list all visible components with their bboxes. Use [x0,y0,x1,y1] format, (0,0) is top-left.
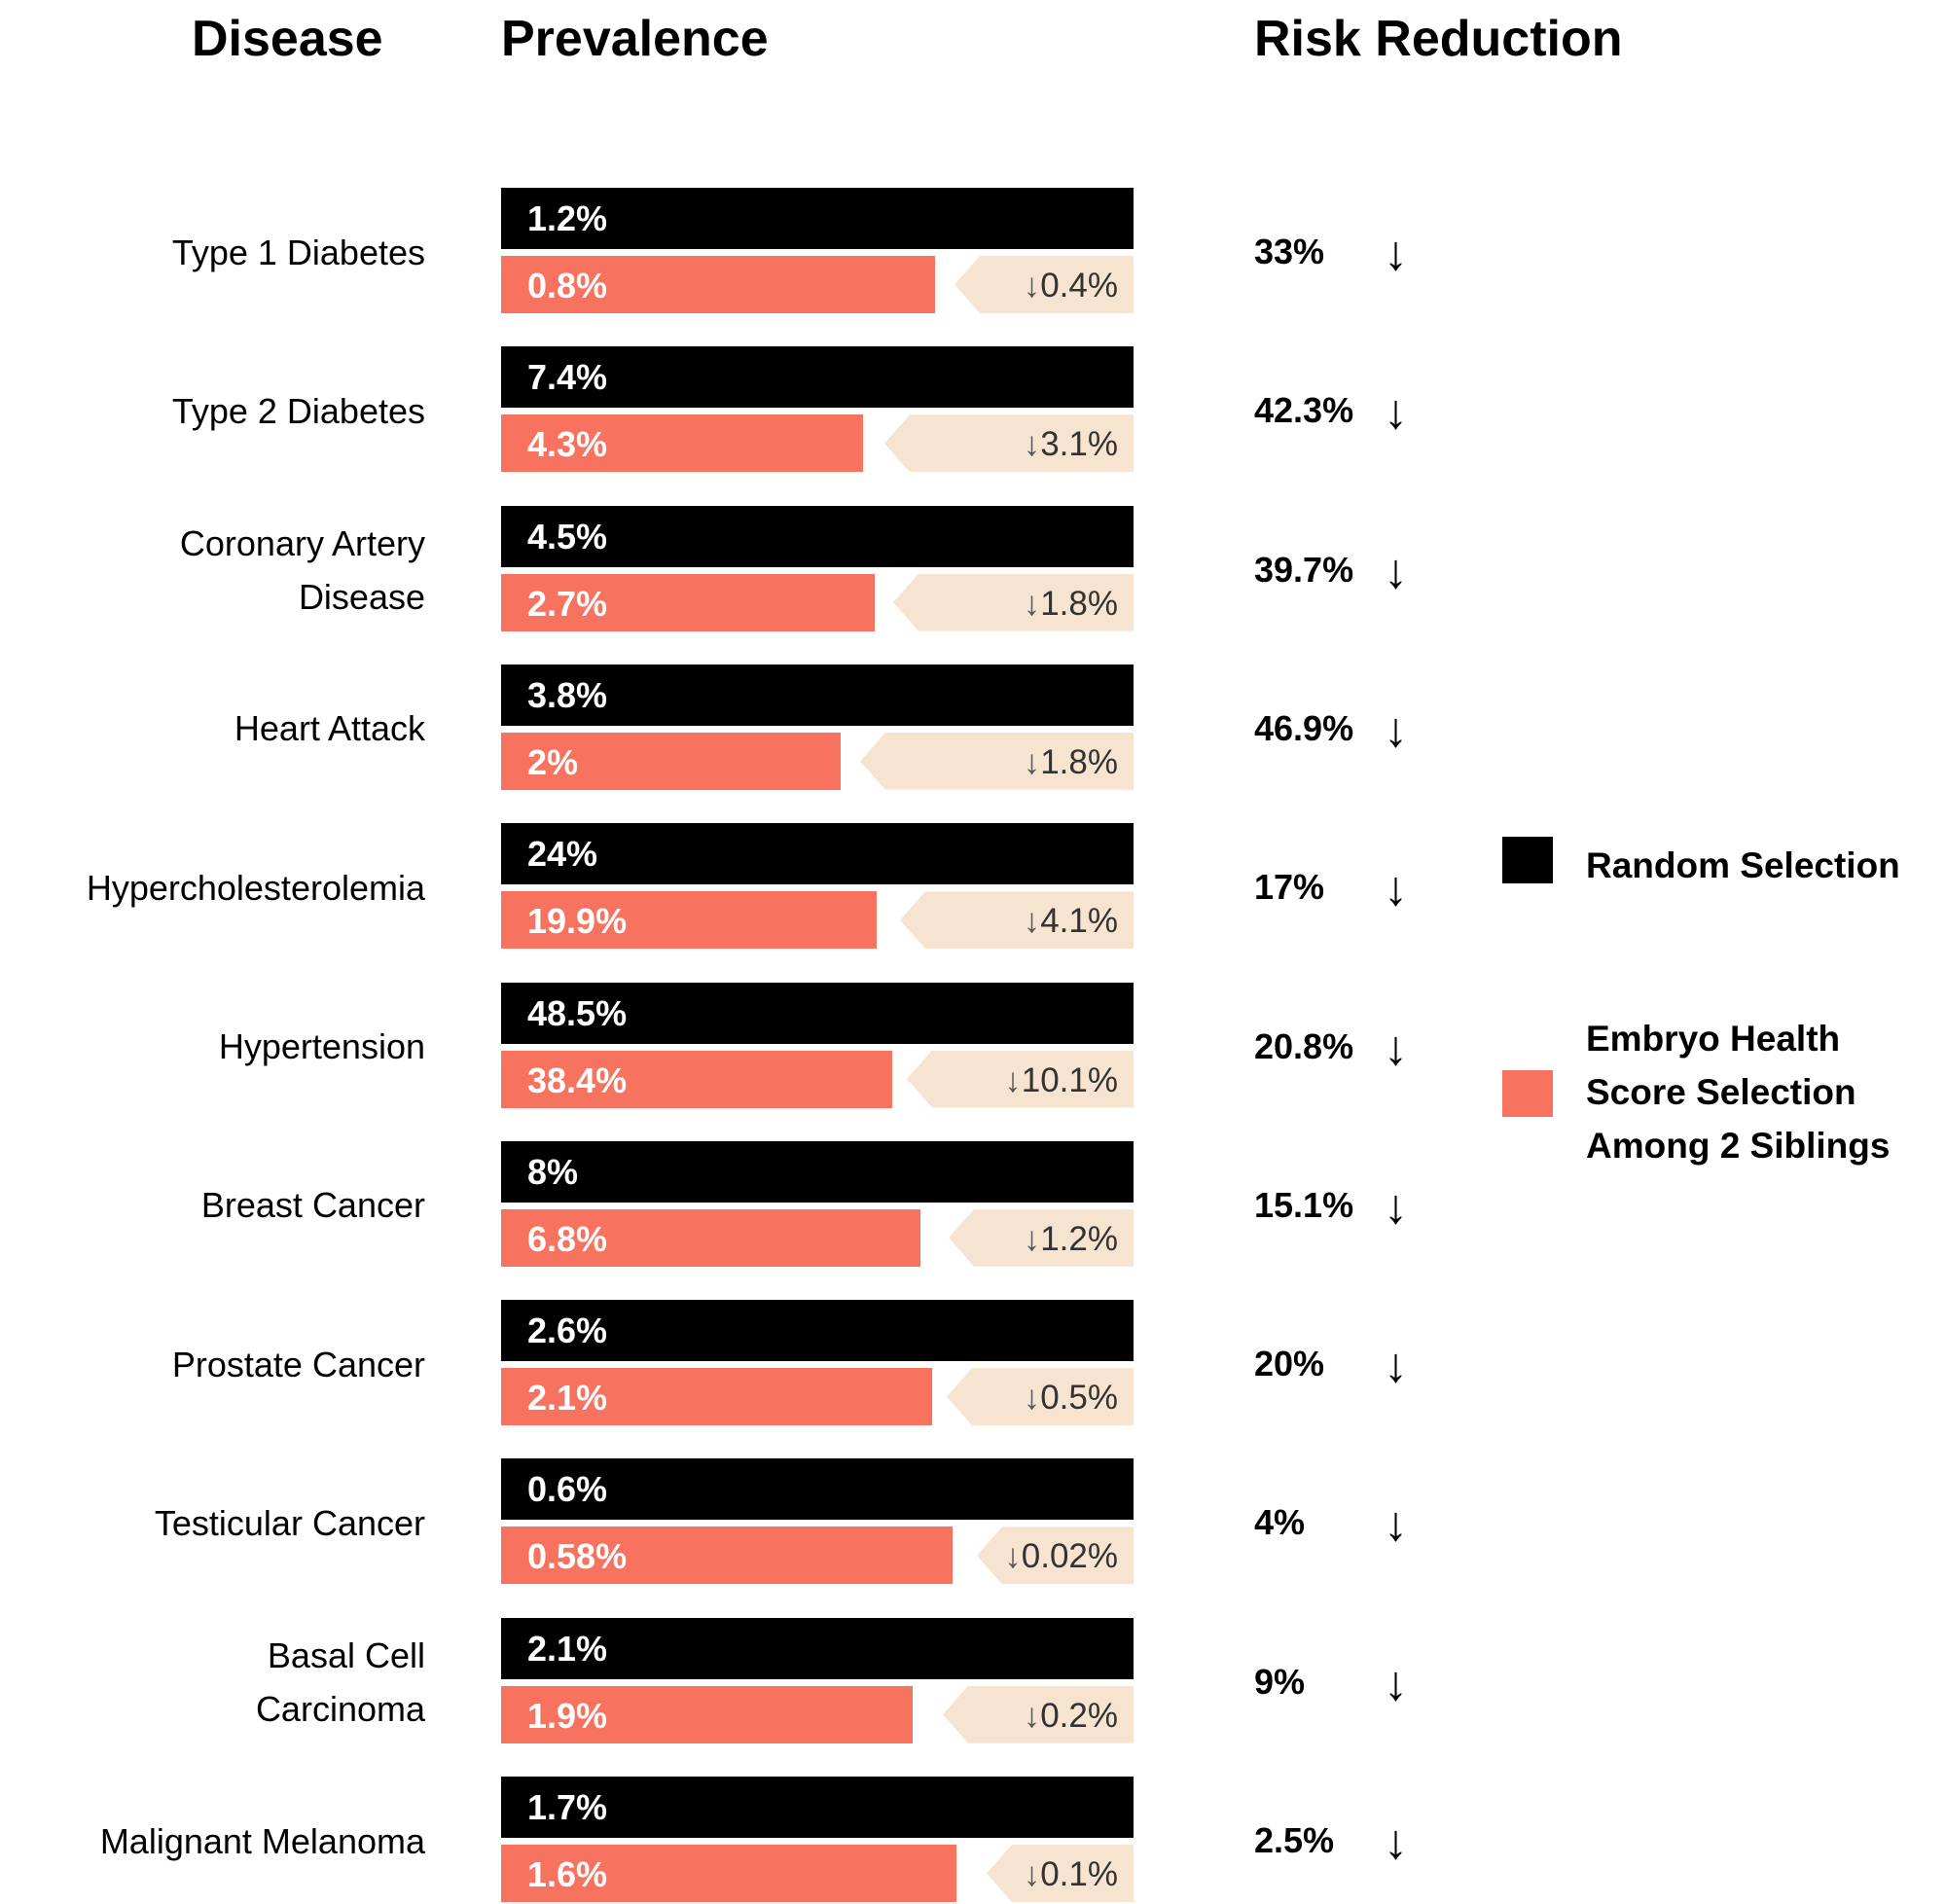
down-arrow-icon: ↓ [1023,1219,1041,1258]
difference-value: 0.2% [1040,1696,1118,1735]
difference-tab: ↓3.1% [884,414,1134,473]
bar-random: 2.6% [501,1300,1134,1362]
difference-value: 1.8% [1040,584,1118,623]
legend-label-random: Random Selection [1586,845,1900,885]
disease-label: Disease [298,576,425,617]
down-arrow-icon: ↓ [1023,425,1041,464]
down-arrow-icon: ↓ [1384,701,1408,757]
header-disease: Disease [192,11,383,67]
legend-swatch-random [1502,837,1553,883]
disease-label: Basal Cell [267,1635,425,1675]
down-arrow-icon: ↓ [1384,1178,1408,1234]
risk-reduction-value: 4% [1254,1502,1306,1543]
down-arrow-icon: ↓ [1384,1020,1408,1075]
disease-label: Breast Cancer [200,1185,425,1226]
disease-label: Carcinoma [255,1688,425,1729]
risk-reduction-value: 17% [1254,867,1325,908]
down-arrow-icon: ↓ [1384,1338,1408,1393]
down-arrow-icon: ↓ [1384,1814,1408,1869]
bar-random: 24% [501,823,1134,885]
legend-label-embryo-1: Embryo Health [1586,1019,1841,1059]
difference-value: 4.1% [1040,902,1118,941]
difference-value: 0.1% [1040,1855,1118,1893]
bar-random: 7.4% [501,346,1134,409]
bar-embryo: 0.58% [501,1527,953,1585]
bar-random: 4.5% [501,505,1134,567]
difference-tab: ↓10.1% [907,1050,1134,1108]
bar-random: 8% [501,1140,1134,1203]
down-arrow-icon: ↓ [1004,1060,1022,1099]
bar-random: 2.1% [501,1617,1134,1679]
risk-reduction-value: 42.3% [1254,390,1354,431]
legend-label-embryo-3: Among 2 Siblings [1586,1126,1891,1166]
bar-embryo: 4.3% [501,414,863,473]
bar-embryo: 0.8% [501,256,935,313]
down-arrow-icon: ↓ [1023,584,1041,623]
bar-embryo: 38.4% [501,1050,892,1108]
bar-embryo: 2.7% [501,573,875,631]
header-prevalence: Prevalence [501,11,769,67]
down-arrow-icon: ↓ [1023,267,1041,305]
bar-random: 0.6% [501,1458,1134,1521]
difference-tab: ↓0.02% [977,1527,1134,1585]
down-arrow-icon: ↓ [1023,1855,1041,1893]
bar-random: 1.7% [501,1777,1134,1838]
difference-tab: ↓1.8% [893,573,1134,631]
difference-tab: ↓0.5% [947,1368,1134,1426]
difference-tab: ↓0.4% [954,256,1134,313]
risk-reduction-value: 15.1% [1254,1184,1354,1225]
down-arrow-icon: ↓ [1384,861,1408,916]
bar-embryo: 1.9% [501,1685,913,1743]
risk-reduction-value: 33% [1254,232,1325,271]
risk-reduction-value: 46.9% [1254,707,1354,748]
disease-label: Hypertension [218,1026,425,1066]
difference-value: 1.8% [1040,742,1118,781]
bar-embryo: 1.6% [501,1845,956,1902]
down-arrow-icon: ↓ [1384,543,1408,598]
disease-label: Heart Attack [234,708,425,749]
header-risk-reduction: Risk Reduction [1254,11,1623,67]
disease-label: Hypercholesterolemia [86,867,425,908]
difference-tab: ↓1.8% [860,732,1134,790]
down-arrow-icon: ↓ [1004,1537,1022,1576]
down-arrow-icon: ↓ [1384,384,1408,440]
bar-random: 3.8% [501,664,1134,726]
risk-reduction-value: 39.7% [1254,549,1354,590]
difference-tab: ↓4.1% [900,891,1134,950]
difference-tab: ↓0.2% [943,1685,1134,1743]
risk-reduction-value: 2.5% [1254,1820,1335,1860]
bar-embryo: 19.9% [501,891,877,950]
risk-reduction-value: 20.8% [1254,1025,1354,1066]
difference-value: 10.1% [1021,1060,1118,1099]
difference-value: 3.1% [1040,425,1118,464]
disease-label: Malignant Melanoma [99,1820,425,1861]
bar-random: 1.2% [501,188,1134,249]
disease-label: Type 1 Diabetes [171,232,425,272]
difference-value: 0.5% [1040,1379,1118,1418]
bar-random: 48.5% [501,982,1134,1044]
down-arrow-icon: ↓ [1023,902,1041,941]
down-arrow-icon: ↓ [1023,1379,1041,1418]
risk-reduction-value: 20% [1254,1344,1325,1384]
legend-label-embryo-2: Score Selection [1586,1072,1856,1112]
difference-value: 0.02% [1021,1537,1118,1576]
disease-label: Type 2 Diabetes [171,390,425,431]
down-arrow-icon: ↓ [1384,226,1408,280]
disease-label: Prostate Cancer [171,1344,425,1384]
legend-swatch-embryo [1502,1070,1553,1117]
difference-value: 1.2% [1040,1219,1118,1258]
difference-tab: ↓0.1% [987,1845,1134,1902]
bar-embryo: 2% [501,732,841,790]
down-arrow-icon: ↓ [1384,1655,1408,1710]
down-arrow-icon: ↓ [1023,1696,1041,1735]
disease-label: Coronary Artery [179,522,425,563]
difference-value: 0.4% [1040,267,1118,305]
disease-label: Testicular Cancer [154,1502,425,1543]
bar-embryo: 6.8% [501,1208,920,1267]
bar-embryo: 2.1% [501,1368,932,1426]
risk-reduction-value: 9% [1254,1661,1306,1702]
down-arrow-icon: ↓ [1023,742,1041,781]
difference-tab: ↓1.2% [949,1208,1134,1267]
down-arrow-icon: ↓ [1384,1496,1408,1552]
